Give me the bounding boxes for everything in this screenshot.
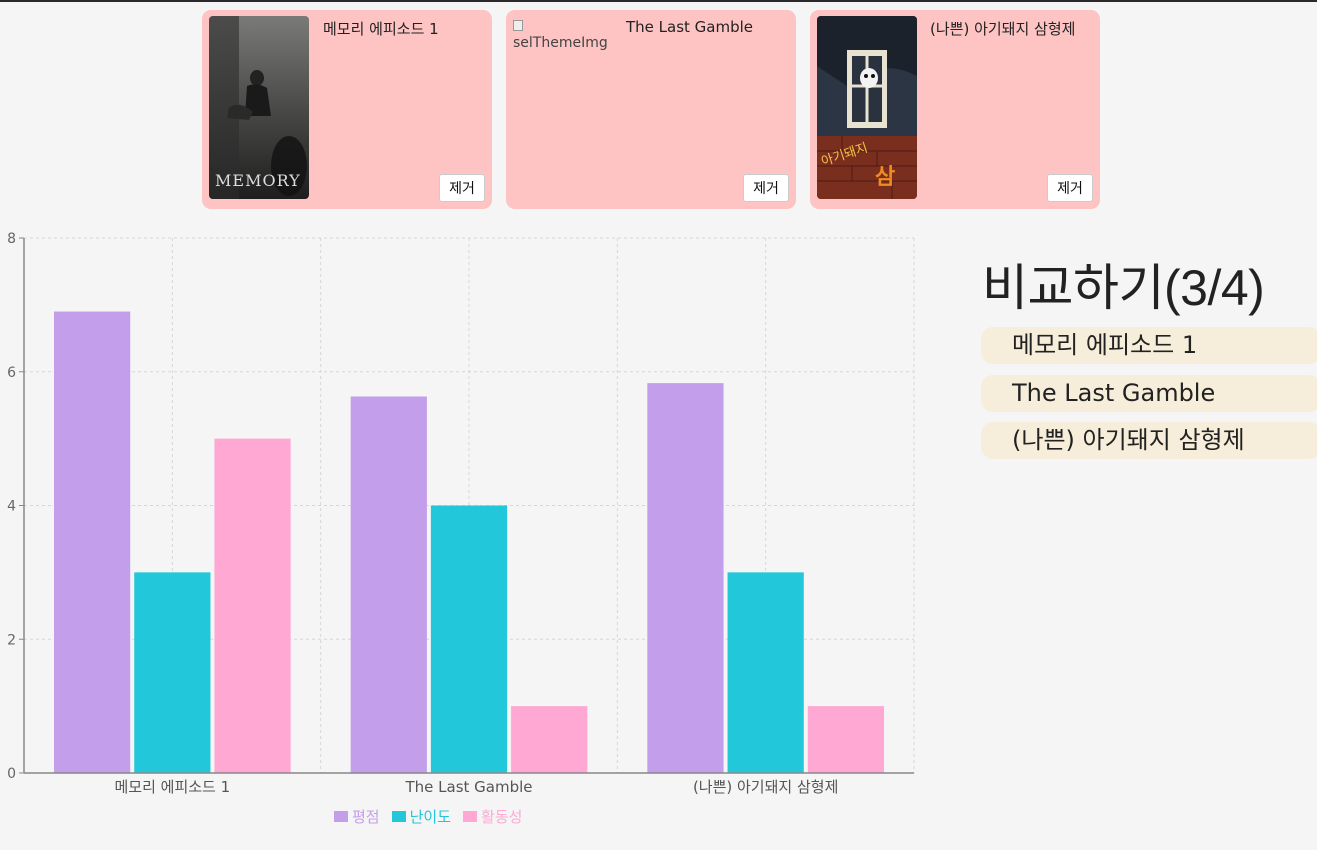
bar-rating [647,383,724,773]
theme-card-1: MEMORY 메모리 에피소드 1 제거 [202,10,492,209]
compare-item[interactable]: The Last Gamble [981,375,1317,412]
bar-difficulty [727,572,804,773]
y-tick-label: 4 [7,499,16,515]
theme-card-3: 아기돼지 삼 (나쁜) 아기돼지 삼형제 제거 [810,10,1100,209]
broken-image-icon [513,20,523,31]
compare-title: 비교하기(3/4) [982,260,1265,316]
y-tick-label: 0 [7,766,16,782]
x-tick-label: (나쁜) 아기돼지 삼형제 [693,778,838,796]
svg-text:삼: 삼 [875,165,895,190]
bar-difficulty [430,505,508,773]
legend-swatch [391,811,406,822]
bar-rating [350,396,427,773]
y-tick-label: 8 [7,231,16,247]
bar-activity [214,438,291,773]
legend-swatch [334,811,348,822]
compare-item[interactable]: 메모리 에피소드 1 [981,327,1317,364]
legend-label: 난이도 [409,808,452,826]
remove-button[interactable]: 제거 [439,174,485,202]
comparison-chart: 0 2 4 6 8 메모리 에피소드 1 The Last Gamble (나쁜) 아기돼지 … [0,228,930,838]
remove-button[interactable]: 제거 [1047,174,1093,202]
theme-thumbnail-memory[interactable]: MEMORY [209,16,309,199]
bar-activity [807,706,884,773]
legend-item-rating[interactable]: 평점 [334,806,380,827]
bar-chart-svg: 0 2 4 6 8 메모리 에피소드 1 The Last Gamble (나쁜) 아기돼지 … [7,231,915,796]
x-tick-label: The Last Gamble [404,778,532,796]
card-title: (나쁜) 아기돼지 삼형제 [930,20,1076,38]
legend-swatch [463,811,478,822]
chart-legend: 평점 난이도 활동성 [334,806,522,827]
svg-text:MEMORY: MEMORY [215,171,301,190]
card-title: 메모리 에피소드 1 [323,20,439,38]
x-tick-label: 메모리 에피소드 1 [114,778,230,796]
card-title: The Last Gamble [626,18,754,36]
remove-button[interactable]: 제거 [743,174,789,202]
legend-item-activity[interactable]: 활동성 [463,806,522,827]
legend-item-difficulty[interactable]: 난이도 [391,806,452,827]
bar-difficulty [134,572,211,773]
theme-thumbnail-piglets[interactable]: 아기돼지 삼 [817,16,917,199]
top-border [0,0,1317,2]
image-alt-text: selThemeImg [513,35,608,51]
broken-image[interactable]: selThemeImg [513,18,608,52]
y-tick-label: 6 [7,365,16,381]
y-tick-label: 2 [7,632,16,648]
legend-label: 활동성 [481,808,523,826]
bar-activity [511,706,588,773]
compare-item[interactable]: (나쁜) 아기돼지 삼형제 [981,422,1317,459]
theme-card-2: selThemeImg The Last Gamble 제거 [506,10,796,209]
legend-label: 평점 [352,808,380,826]
bar-rating [54,311,131,773]
